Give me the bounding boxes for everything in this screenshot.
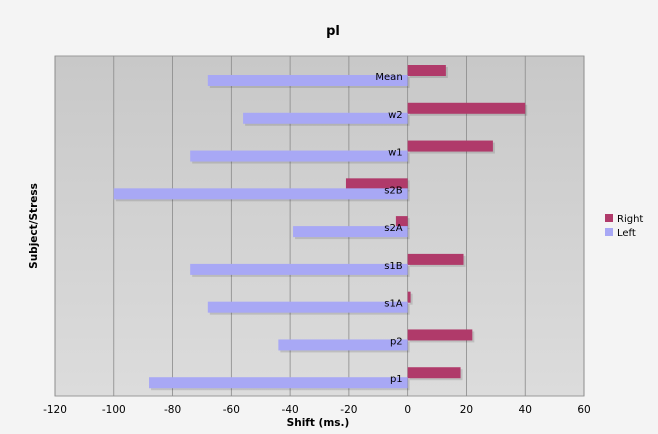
category-label: w2	[388, 110, 403, 121]
category-label: s1A	[384, 299, 403, 310]
bar-left	[243, 112, 408, 124]
x-tick-label: 40	[519, 404, 532, 416]
bar-right	[407, 253, 464, 265]
category-label: Mean	[375, 72, 402, 83]
bar-shadow	[409, 293, 413, 305]
bar-right	[407, 329, 473, 341]
legend-label: Left	[617, 228, 636, 239]
bar-right	[345, 178, 408, 190]
bar-left	[293, 226, 408, 238]
bar-left	[207, 75, 408, 86]
bar-right	[407, 140, 493, 152]
bar-right	[407, 65, 446, 76]
bar-left	[278, 339, 408, 351]
legend: Right Left	[605, 214, 643, 239]
x-tick-label: -120	[43, 404, 67, 416]
bar-right	[407, 291, 411, 303]
category-label: s2A	[384, 223, 403, 234]
x-tick-label: -80	[164, 404, 181, 416]
category-label: s2B	[384, 185, 403, 196]
bar-left	[207, 301, 408, 313]
x-tick-label: -100	[102, 404, 126, 416]
bar-right	[407, 102, 526, 114]
x-axis-title: Shift (ms.)	[287, 417, 350, 429]
legend-label: Right	[617, 214, 643, 225]
x-tick-label: 20	[460, 404, 473, 416]
legend-swatch-right	[605, 214, 613, 222]
x-tick-label: -20	[340, 404, 357, 416]
category-label: w1	[388, 148, 403, 159]
x-tick-label: -60	[223, 404, 240, 416]
category-label: s1B	[384, 261, 403, 272]
bar-left	[190, 263, 408, 275]
y-axis-title: Subject/Stress	[28, 183, 40, 269]
bar-left	[149, 377, 408, 389]
chart-title: pl	[326, 24, 340, 39]
x-tick-label: 60	[577, 404, 590, 416]
x-tick-label: 0	[404, 404, 411, 416]
bar-left	[113, 188, 408, 200]
category-label: p1	[390, 374, 403, 385]
bar-right	[395, 216, 408, 228]
x-tick-label: -40	[282, 404, 299, 416]
bar-left	[190, 150, 408, 162]
bar-right	[407, 367, 461, 379]
category-label: p2	[390, 336, 403, 347]
legend-swatch-left	[605, 228, 613, 236]
